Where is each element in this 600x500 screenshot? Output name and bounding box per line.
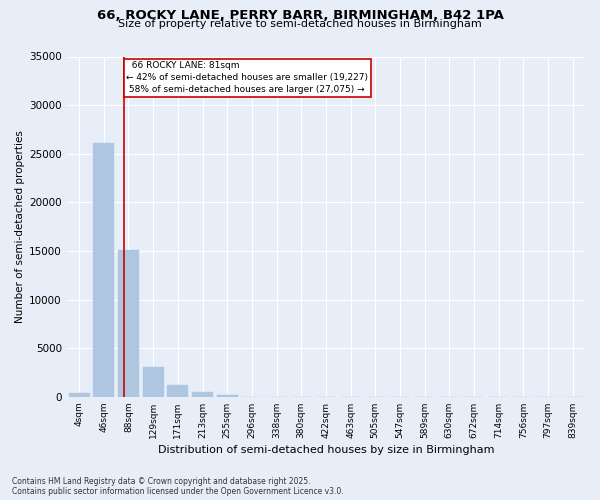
Text: Size of property relative to semi-detached houses in Birmingham: Size of property relative to semi-detach… [118, 19, 482, 29]
Bar [192, 392, 213, 397]
Bar [94, 143, 114, 397]
Text: 66, ROCKY LANE, PERRY BARR, BIRMINGHAM, B42 1PA: 66, ROCKY LANE, PERRY BARR, BIRMINGHAM, … [97, 9, 503, 22]
Bar [167, 385, 188, 397]
Text: 66 ROCKY LANE: 81sqm
← 42% of semi-detached houses are smaller (19,227)
 58% of : 66 ROCKY LANE: 81sqm ← 42% of semi-detac… [126, 62, 368, 94]
Bar [143, 366, 164, 397]
Text: Contains HM Land Registry data © Crown copyright and database right 2025.
Contai: Contains HM Land Registry data © Crown c… [12, 476, 344, 496]
Bar [217, 396, 238, 397]
Bar [68, 394, 89, 397]
Bar [118, 250, 139, 397]
X-axis label: Distribution of semi-detached houses by size in Birmingham: Distribution of semi-detached houses by … [158, 445, 494, 455]
Y-axis label: Number of semi-detached properties: Number of semi-detached properties [15, 130, 25, 323]
